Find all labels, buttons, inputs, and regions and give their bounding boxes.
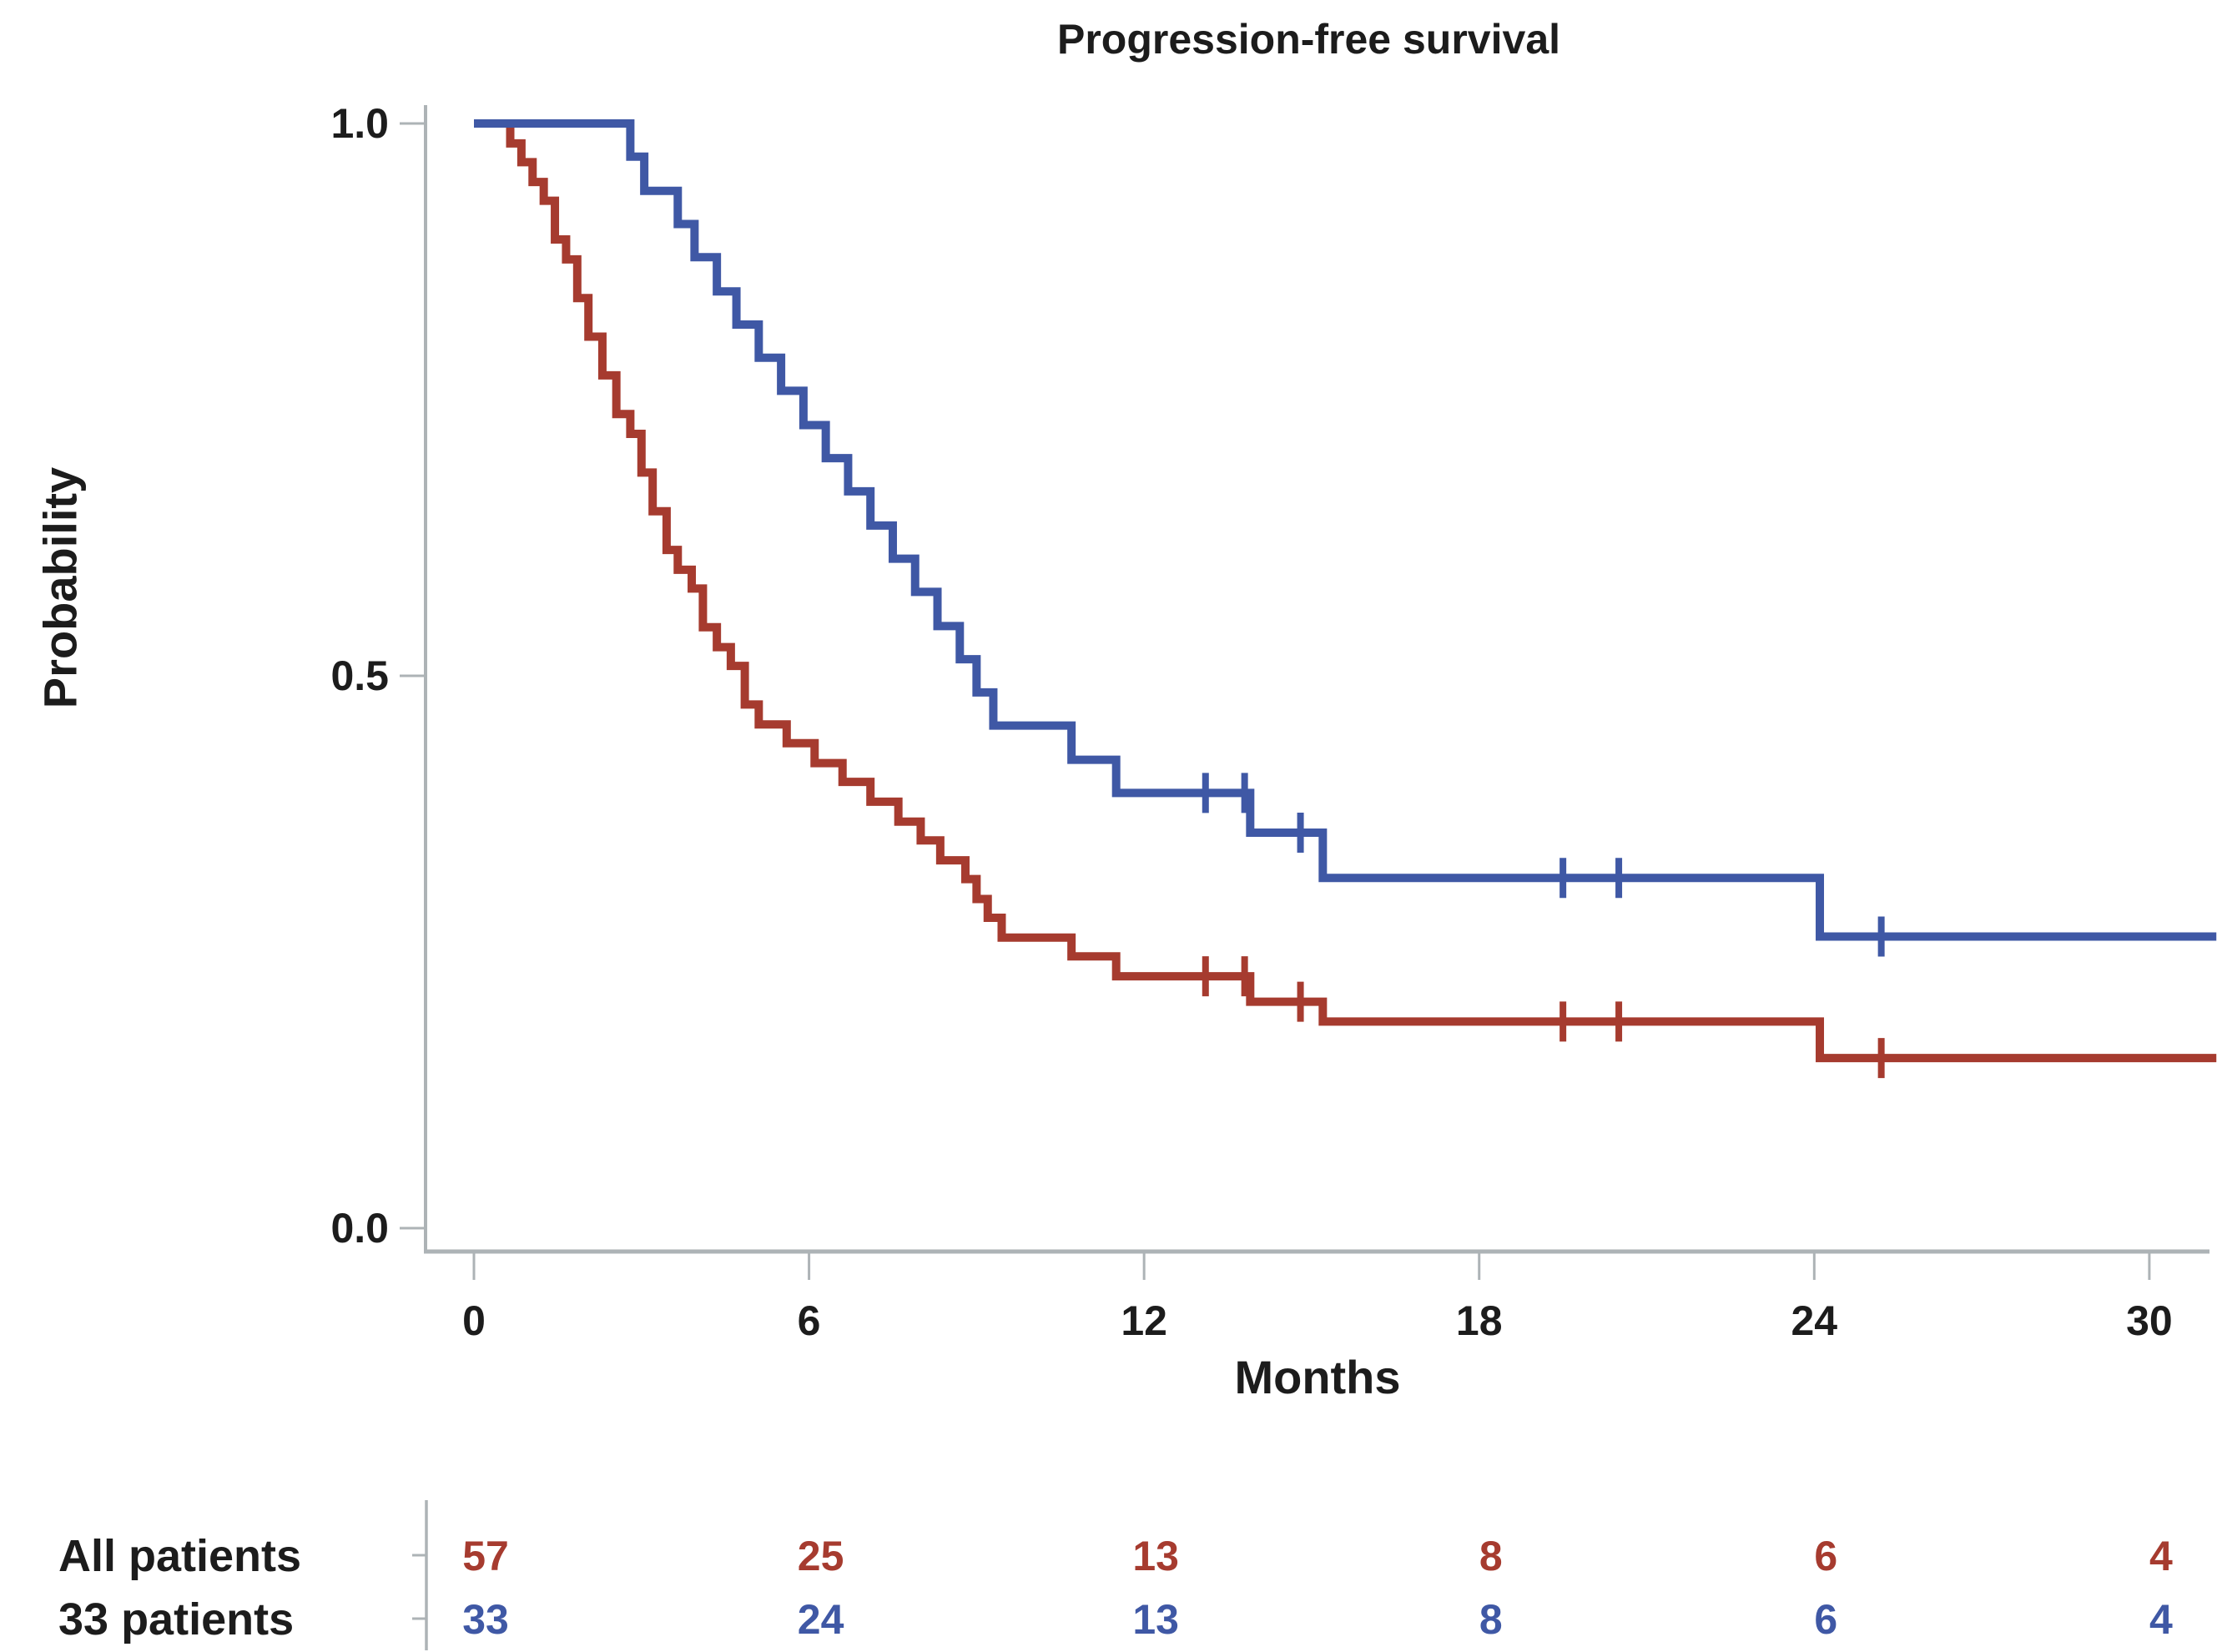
x-tick-label: 24 <box>1791 1297 1838 1344</box>
x-tick-label: 30 <box>2126 1297 2173 1344</box>
y-tick-label: 0.5 <box>330 652 389 699</box>
x-axis-title: Months <box>1234 1351 1401 1403</box>
risk-count: 8 <box>1479 1596 1503 1643</box>
y-axis-title: Probability <box>33 466 87 709</box>
risk-count: 6 <box>1814 1533 1837 1579</box>
km-curve-33-patients <box>474 119 2217 941</box>
risk-row-label-all-patients: All patients <box>58 1531 302 1581</box>
risk-count: 6 <box>1814 1596 1837 1643</box>
km-curve-all-patients <box>474 119 2217 1063</box>
x-tick-label: 18 <box>1456 1297 1503 1344</box>
y-tick-label: 1.0 <box>330 100 389 147</box>
x-tick-label: 12 <box>1121 1297 1167 1344</box>
risk-count: 13 <box>1132 1533 1179 1579</box>
risk-count: 4 <box>2149 1533 2173 1579</box>
risk-row-label-33-patients: 33 patients <box>58 1594 295 1644</box>
risk-count: 33 <box>462 1596 509 1643</box>
risk-count: 8 <box>1479 1533 1503 1579</box>
x-tick-label: 0 <box>462 1297 486 1344</box>
x-tick-label: 6 <box>798 1297 821 1344</box>
risk-count: 57 <box>462 1533 509 1579</box>
risk-count: 13 <box>1132 1596 1179 1643</box>
risk-count: 24 <box>798 1596 844 1643</box>
y-tick-label: 0.0 <box>330 1205 389 1252</box>
risk-count: 25 <box>798 1533 844 1579</box>
risk-count: 4 <box>2149 1596 2173 1643</box>
chart-title: Progression-free survival <box>1056 16 1561 63</box>
